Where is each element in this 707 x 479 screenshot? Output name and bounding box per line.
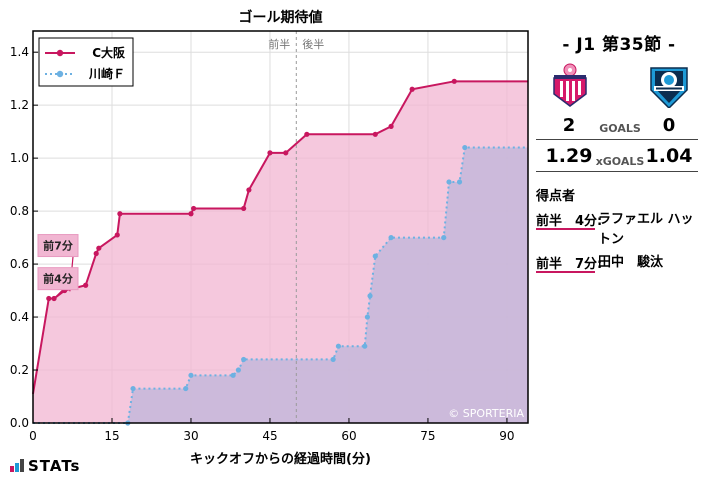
halftime-second-label: 後半 bbox=[302, 37, 324, 51]
y-tick-label: 0.4 bbox=[10, 310, 29, 324]
legend-box bbox=[38, 37, 134, 87]
x-tick-label: 90 bbox=[499, 429, 514, 443]
data-point bbox=[235, 367, 241, 373]
data-point bbox=[304, 131, 310, 137]
scorer-underline bbox=[536, 228, 595, 230]
legend-label: 川崎Ｆ bbox=[88, 66, 125, 81]
x-tick-label: 15 bbox=[104, 429, 119, 443]
annotation-box bbox=[37, 234, 79, 258]
data-point bbox=[330, 356, 336, 363]
x-tick-label: 60 bbox=[341, 429, 356, 443]
stats-logo: STATs bbox=[10, 457, 80, 475]
data-point bbox=[96, 245, 102, 251]
annotation-label: 前7分 bbox=[43, 239, 73, 253]
y-tick-label: 1.4 bbox=[10, 45, 29, 59]
data-point bbox=[372, 131, 378, 137]
y-tick-label: 0.6 bbox=[10, 257, 29, 271]
goals-label: GOALS bbox=[599, 122, 641, 135]
divider bbox=[536, 139, 698, 140]
data-point bbox=[93, 250, 99, 257]
away-xgoals: 1.04 bbox=[645, 145, 693, 167]
y-tick-label: 0.8 bbox=[10, 204, 29, 218]
stats-logo-text: STATs bbox=[28, 457, 81, 475]
data-point bbox=[191, 205, 197, 212]
chart-title: ゴール期待値 bbox=[239, 9, 323, 26]
data-point bbox=[241, 205, 247, 212]
goals-row: 2 GOALS 0 bbox=[536, 115, 698, 139]
watermark-text: © SPORTERIA bbox=[448, 407, 524, 420]
x-tick-label: 75 bbox=[420, 429, 435, 443]
legend-swatch-marker bbox=[56, 70, 64, 78]
kawasaki-frontale-crest-icon bbox=[650, 67, 688, 108]
data-point bbox=[130, 385, 136, 392]
annotation-label: 前4分 bbox=[43, 272, 73, 286]
data-point bbox=[335, 343, 342, 349]
scorer-underline bbox=[536, 271, 595, 273]
data-point bbox=[367, 293, 373, 299]
data-point bbox=[188, 372, 194, 378]
y-tick-label: 1.2 bbox=[10, 98, 29, 112]
data-point bbox=[446, 179, 452, 185]
legend-swatch-marker bbox=[56, 49, 64, 57]
data-point bbox=[83, 282, 89, 288]
data-point bbox=[241, 356, 247, 363]
stats-bars-icon bbox=[10, 459, 24, 472]
cerezo-osaka-crest-icon bbox=[553, 63, 587, 107]
data-point bbox=[246, 187, 252, 193]
data-point bbox=[362, 343, 368, 349]
data-point bbox=[283, 150, 289, 156]
data-point bbox=[388, 234, 394, 241]
data-point bbox=[364, 314, 370, 320]
series-area-away bbox=[33, 147, 528, 424]
y-tick-label: 0.2 bbox=[10, 363, 29, 377]
data-point bbox=[451, 78, 457, 84]
data-point bbox=[409, 86, 415, 92]
x-axis-label: キックオフからの経過時間(分) bbox=[190, 451, 371, 467]
xgoals-row: 1.29 xGOALS 1.04 bbox=[536, 145, 698, 171]
annotation-box bbox=[37, 267, 79, 291]
data-point bbox=[46, 295, 52, 302]
data-point bbox=[183, 385, 189, 392]
data-point bbox=[388, 123, 394, 129]
x-tick-label: 0 bbox=[29, 429, 37, 443]
scorer-name: ラファエル ハットン bbox=[598, 212, 694, 247]
home-goals: 2 bbox=[562, 115, 576, 136]
data-point bbox=[441, 234, 447, 241]
y-tick-label: 0.0 bbox=[10, 416, 29, 430]
scorer-name: 田中 駿汰 bbox=[598, 255, 664, 270]
data-point bbox=[188, 211, 194, 217]
halftime-first-label: 前半 bbox=[268, 37, 290, 51]
legend-label: C大阪 bbox=[92, 45, 126, 60]
data-point bbox=[456, 179, 463, 185]
x-tick-label: 45 bbox=[262, 429, 277, 443]
data-point bbox=[462, 144, 468, 151]
scorer-time: 前半 7分: bbox=[536, 257, 603, 272]
home-xgoals: 1.29 bbox=[545, 145, 593, 167]
data-point bbox=[267, 150, 273, 156]
x-tick-label: 30 bbox=[183, 429, 198, 443]
divider bbox=[536, 171, 698, 172]
data-point bbox=[117, 211, 123, 217]
y-tick-label: 1.0 bbox=[10, 151, 29, 165]
scorer-time: 前半 4分: bbox=[536, 214, 603, 229]
match-round-title: - J1 第35節 - bbox=[562, 35, 676, 55]
data-point bbox=[230, 372, 236, 378]
scorers-title: 得点者 bbox=[536, 189, 576, 204]
plot-frame bbox=[32, 30, 529, 424]
data-point bbox=[114, 232, 120, 238]
data-point bbox=[372, 253, 378, 259]
away-goals: 0 bbox=[662, 115, 676, 136]
xgoals-label: xGOALS bbox=[595, 155, 645, 168]
